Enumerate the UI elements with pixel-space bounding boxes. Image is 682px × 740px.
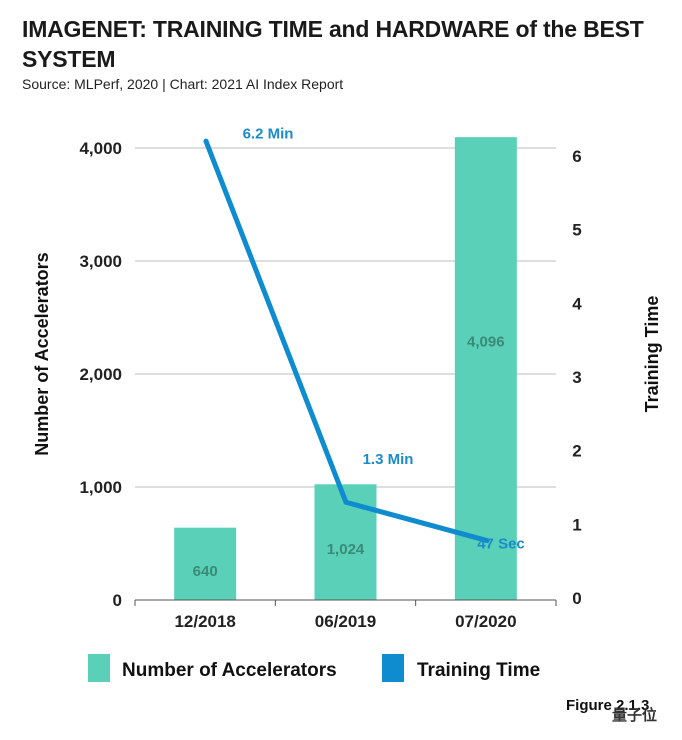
legend-label-accelerators: Number of Accelerators: [122, 660, 337, 681]
chart-subtitle: Source: MLPerf, 2020 | Chart: 2021 AI In…: [22, 76, 344, 92]
right-axis-ticks: 0 1 2 3 4 5 6: [572, 147, 582, 608]
bar-value-labels: 640 1,024 4,096: [193, 334, 505, 580]
left-tick-label: 2,000: [79, 365, 122, 384]
right-tick-label: 6: [572, 147, 581, 166]
line-point-label: 1.3 Min: [363, 451, 414, 468]
bar-value-label: 640: [193, 563, 218, 580]
legend-swatch-training-time: [382, 654, 404, 682]
left-tick-label: 0: [113, 591, 122, 610]
legend: Number of Accelerators Training Time: [88, 654, 540, 682]
legend-label-training-time: Training Time: [417, 660, 540, 681]
x-tick-label: 12/2018: [174, 612, 235, 631]
line-point-label: 47 Sec: [477, 536, 525, 553]
right-tick-label: 3: [572, 368, 581, 387]
right-tick-label: 4: [572, 294, 582, 313]
line-point: [484, 538, 490, 544]
line-point-label: 6.2 Min: [243, 125, 294, 142]
chart-title: IMAGENET: TRAINING TIME and HARDWARE of …: [22, 16, 644, 72]
right-tick-label: 1: [572, 515, 581, 534]
figure-label: Figure 2.1.3: [566, 697, 649, 714]
x-tick-label: 07/2020: [455, 612, 516, 631]
line-point-labels: 6.2 Min 1.3 Min 47 Sec: [203, 125, 525, 553]
right-tick-label: 2: [572, 442, 581, 461]
bar: [174, 527, 237, 600]
training-time-line: [203, 138, 490, 544]
left-tick-label: 4,000: [79, 139, 122, 158]
line-point: [343, 499, 349, 505]
bar-value-label: 4,096: [467, 334, 505, 351]
right-tick-label: 0: [572, 589, 581, 608]
bar-value-label: 1,024: [327, 541, 365, 558]
right-tick-label: 5: [572, 221, 581, 240]
right-axis-title: Training Time: [642, 296, 662, 413]
left-tick-label: 3,000: [79, 252, 122, 271]
x-tick-label: 06/2019: [315, 612, 376, 631]
left-axis-ticks: 0 1,000 2,000 3,000 4,000: [79, 139, 122, 610]
legend-swatch-accelerators: [88, 654, 110, 682]
x-axis-ticks: 12/2018 06/2019 07/2020: [134, 600, 557, 631]
left-axis-title: Number of Accelerators: [32, 252, 52, 455]
line-point: [203, 138, 209, 144]
watermark: 量子位: [612, 706, 657, 724]
bar: [454, 137, 517, 601]
bar-series: [174, 137, 517, 601]
left-tick-label: 1,000: [79, 478, 122, 497]
